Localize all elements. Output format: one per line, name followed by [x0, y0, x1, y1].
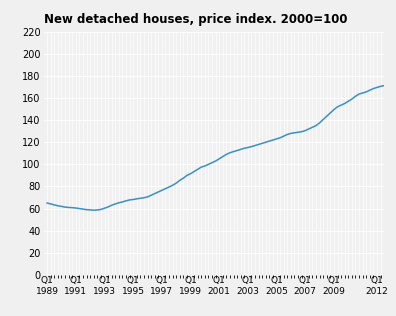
Text: New detached houses, price index. 2000=100: New detached houses, price index. 2000=1… [44, 13, 347, 26]
